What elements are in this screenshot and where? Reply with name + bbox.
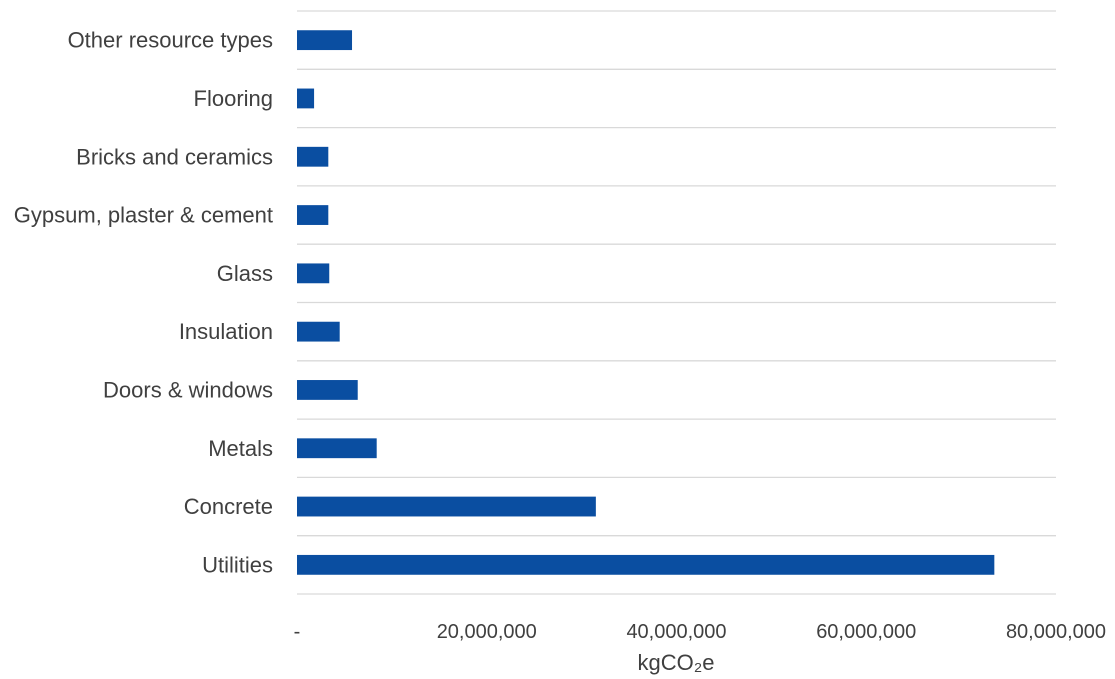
x-tick-label: 20,000,000 [437, 621, 537, 643]
category-label: Bricks and ceramics [76, 144, 273, 169]
x-tick-label: 80,000,000 [1006, 621, 1106, 643]
category-label: Utilities [202, 552, 273, 577]
bar [297, 380, 358, 400]
x-tick-labels: - 20,000,000 40,000,000 60,000,000 80,000,00… [294, 621, 1106, 643]
bar [297, 205, 329, 225]
x-tick-label: - [294, 621, 301, 643]
bar [297, 321, 340, 342]
category-label: Doors & windows [103, 377, 273, 402]
bar [297, 146, 329, 167]
category-label: Metals [208, 436, 273, 461]
category-label: Glass [217, 261, 273, 286]
category-label: Insulation [179, 319, 273, 344]
bar [297, 496, 596, 517]
category-label: Gypsum, plaster & cement [14, 203, 273, 228]
x-tick-label: 40,000,000 [626, 621, 726, 643]
bar [297, 554, 995, 575]
category-label: Concrete [184, 494, 273, 519]
category-label: Flooring [194, 86, 273, 111]
category-label: Other resource types [68, 28, 273, 53]
x-axis-title: kgCO₂e [637, 650, 714, 675]
bar [297, 30, 353, 51]
bar [297, 263, 330, 284]
category-labels: Utilities Concrete Metals Doors & windows In… [14, 28, 273, 578]
grid-lines [297, 10, 1056, 595]
bar [297, 88, 315, 109]
x-tick-label: 60,000,000 [816, 621, 916, 643]
bar [297, 438, 377, 459]
bars [297, 30, 995, 575]
